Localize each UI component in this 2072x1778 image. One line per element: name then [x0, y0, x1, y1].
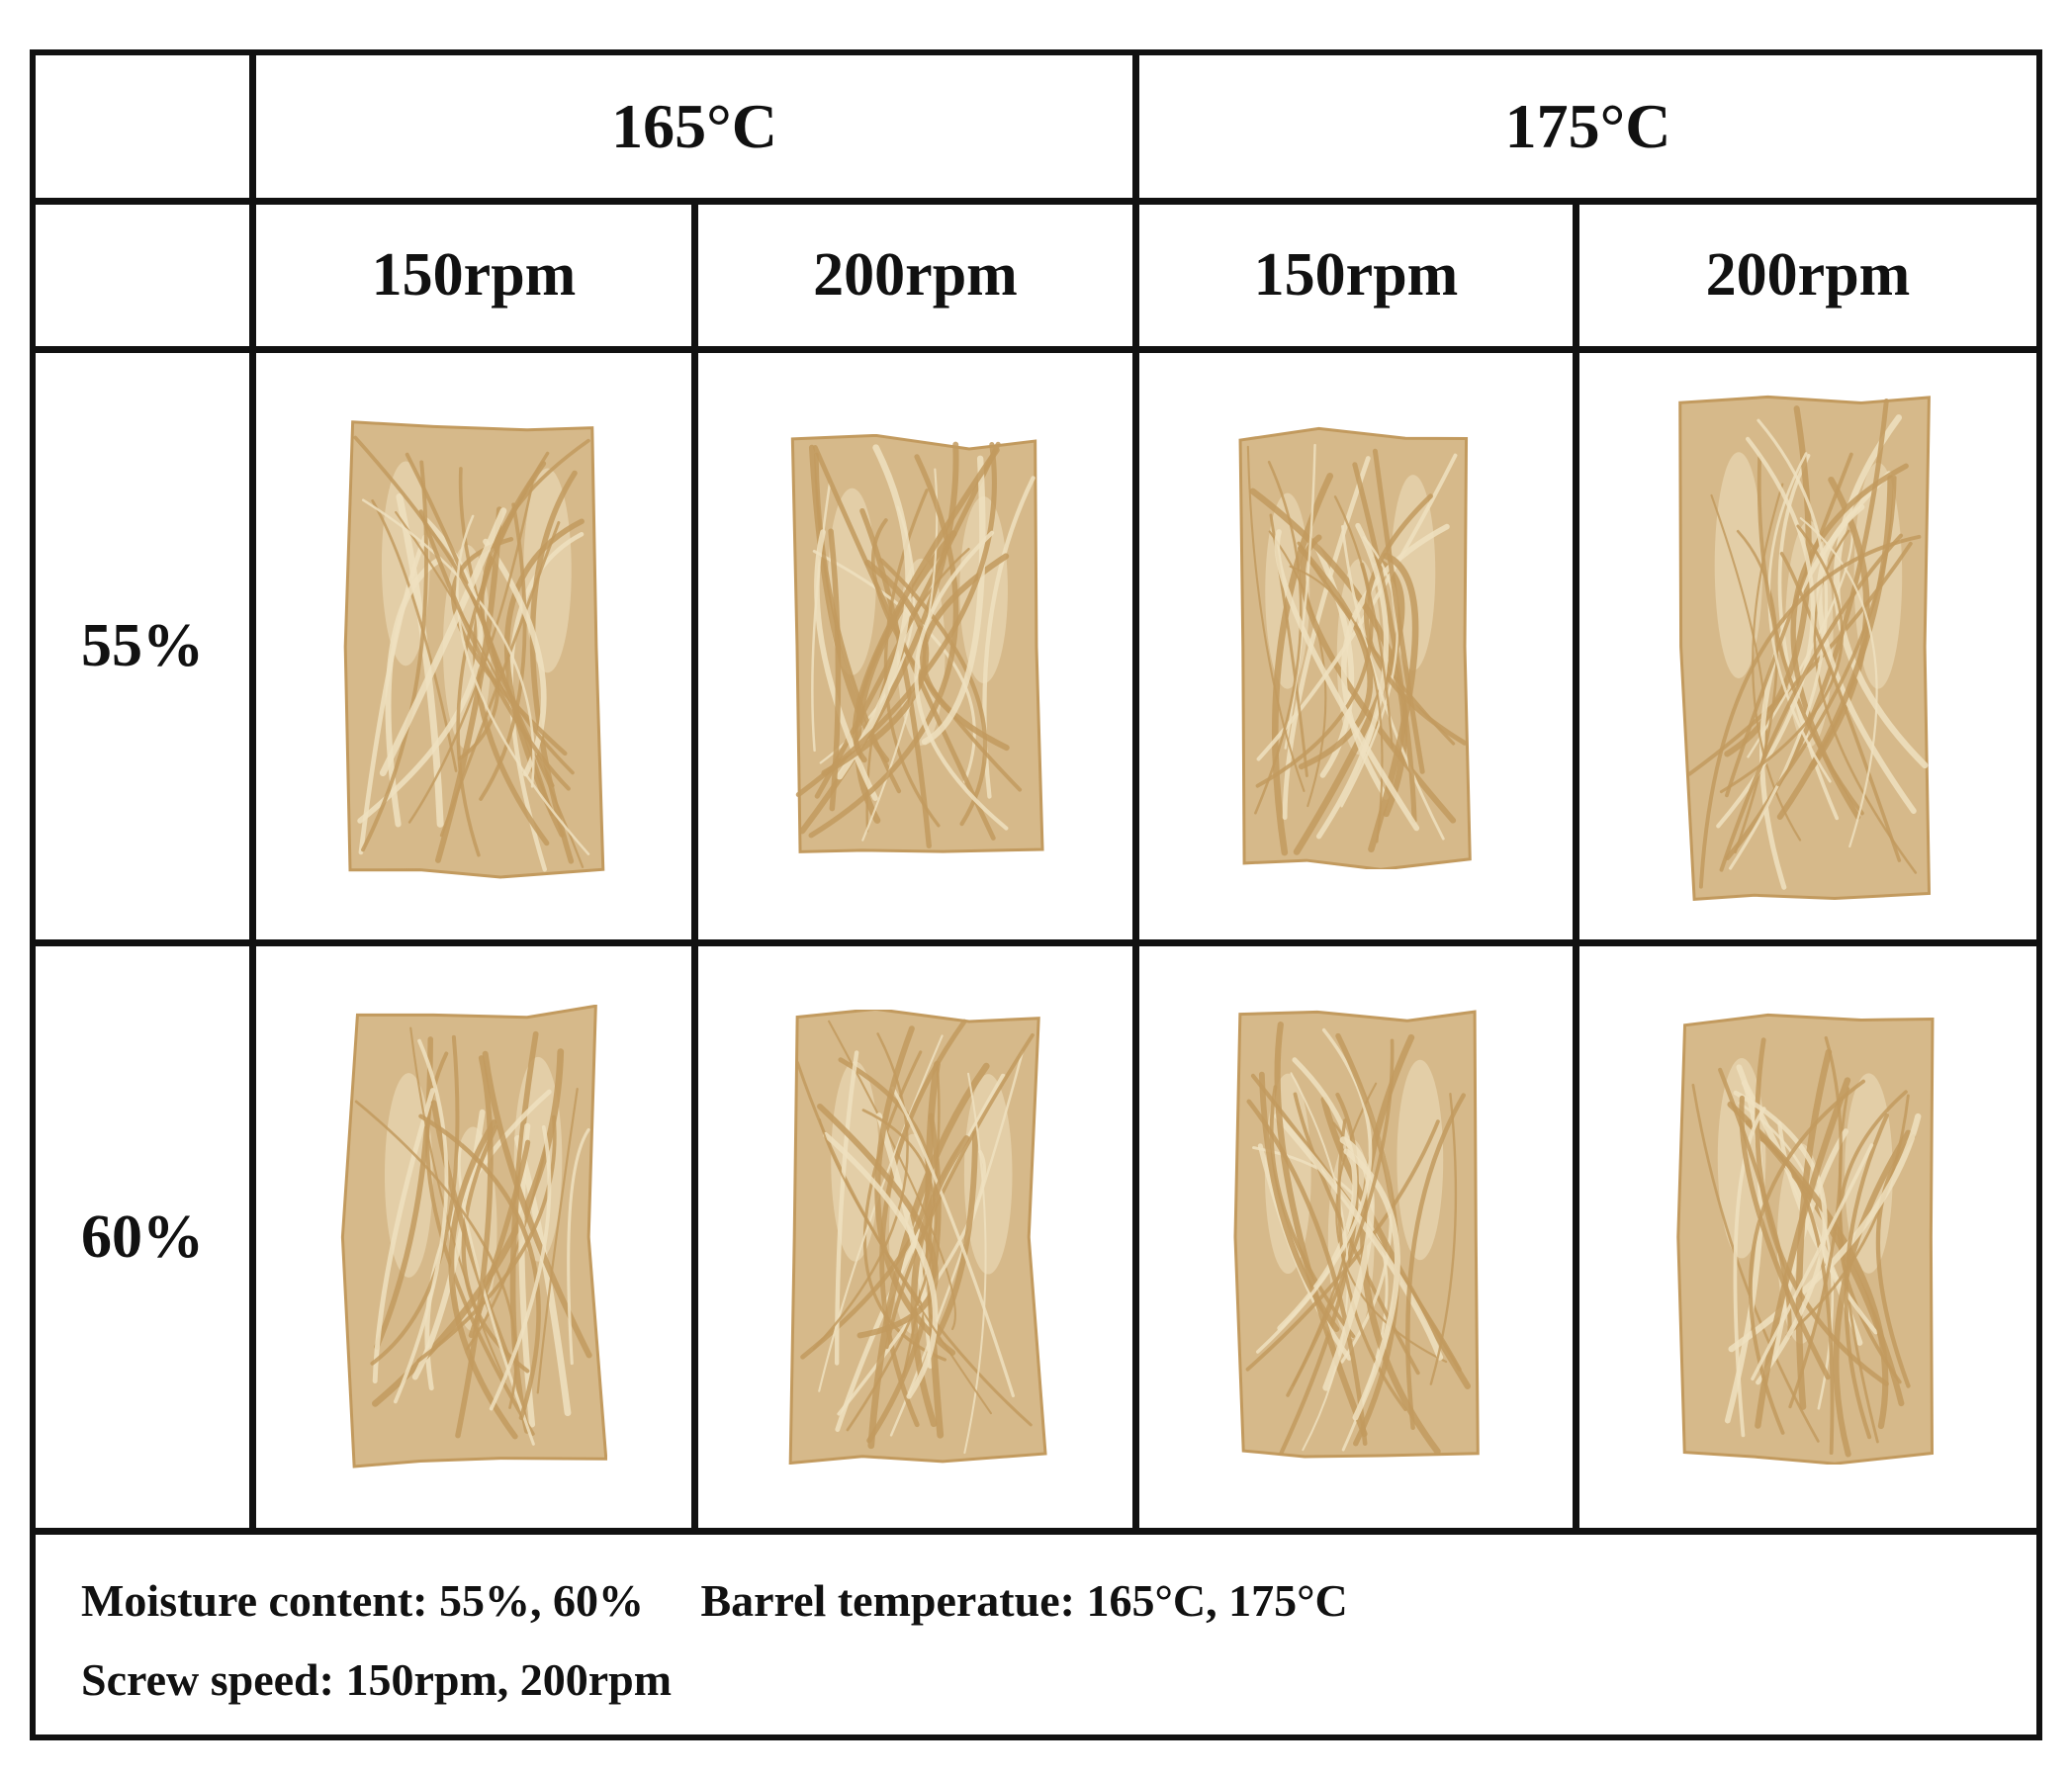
sample-cell-55-175-200: [1579, 353, 2036, 939]
textured-protein-sample-icon: [1233, 1010, 1480, 1459]
grid-line: [30, 346, 2042, 353]
textured-protein-sample-icon: [1678, 395, 1932, 901]
sample-cell-55-175-150: [1139, 353, 1573, 939]
header-speed-165-150: 150rpm: [371, 241, 577, 309]
sample-cell-60-175-150: [1139, 946, 1573, 1528]
sample-cell-55-165-200: [698, 353, 1132, 939]
row-label-moisture-60: 60%: [81, 1202, 204, 1271]
sample-cell-60-175-200: [1579, 946, 2036, 1528]
header-temp-165: 165°C: [611, 91, 777, 161]
textured-protein-sample-icon: [340, 1005, 607, 1468]
textured-protein-sample-icon: [1676, 1013, 1935, 1465]
textured-protein-sample-icon: [343, 419, 605, 878]
footer-line-1: Moisture content: 55%, 60% Barrel temper…: [81, 1575, 1348, 1626]
grid-line: [249, 49, 256, 1533]
grid-line: [30, 939, 2042, 946]
grid-line: [30, 198, 2042, 205]
header-speed-175-200: 200rpm: [1705, 241, 1911, 309]
grid-line: [1573, 203, 1579, 1533]
header-temp-175: 175°C: [1504, 91, 1671, 161]
sample-cell-55-165-150: [256, 353, 691, 939]
grid-line: [1132, 49, 1139, 1533]
grid-line: [30, 1528, 2042, 1535]
header-speed-165-200: 200rpm: [813, 241, 1018, 309]
grid-line: [691, 203, 698, 1533]
textured-protein-sample-icon: [790, 433, 1044, 853]
textured-protein-sample-icon: [788, 1010, 1047, 1465]
sample-cell-60-165-200: [698, 946, 1132, 1528]
header-speed-175-150: 150rpm: [1253, 241, 1459, 309]
sample-cell-60-165-150: [256, 946, 691, 1528]
textured-protein-sample-icon: [1238, 426, 1472, 869]
footer-line-2: Screw speed: 150rpm, 200rpm: [81, 1654, 673, 1705]
results-table: [30, 49, 2042, 1740]
row-label-moisture-55: 55%: [81, 612, 204, 679]
